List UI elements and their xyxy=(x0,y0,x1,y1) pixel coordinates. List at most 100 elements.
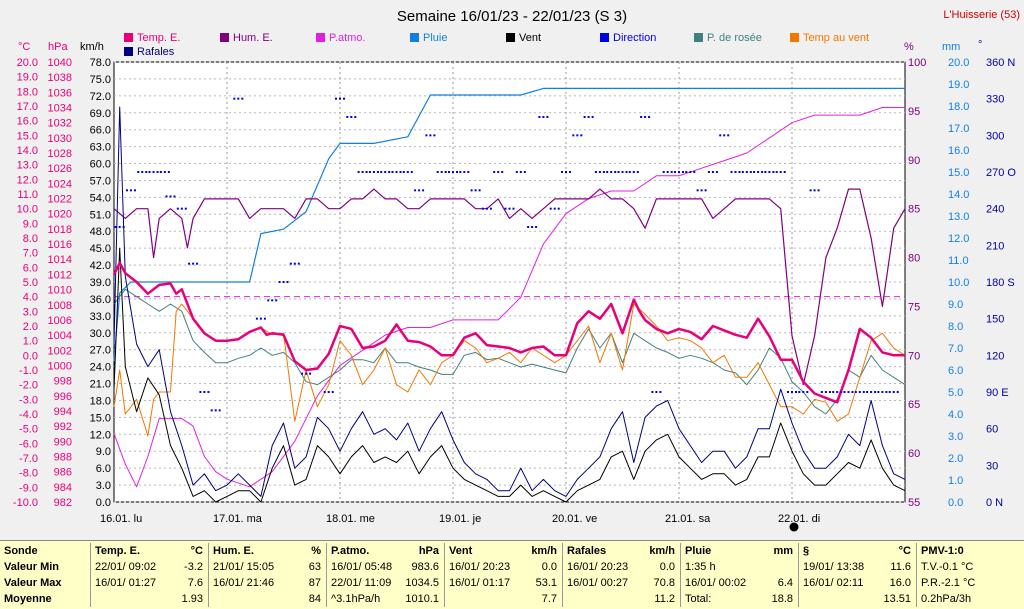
direction-point xyxy=(632,171,635,173)
direction-point xyxy=(203,391,206,393)
direction-point xyxy=(481,207,484,210)
direction-tick-label: 270 O xyxy=(986,167,1016,179)
rain-tick-label: 4.0 xyxy=(948,409,963,421)
direction-point xyxy=(542,116,545,118)
temp-tick-label: -6.0 xyxy=(19,438,38,450)
temp-tick-label: 5.0 xyxy=(23,277,38,289)
direction-point xyxy=(682,171,684,173)
direction-point xyxy=(346,116,349,118)
grid xyxy=(114,61,905,503)
direction-point xyxy=(210,409,213,412)
rain-tick-label: 10.0 xyxy=(948,277,969,289)
wind-tick-label: 6.0 xyxy=(96,463,111,475)
temp-tick-label: -9.0 xyxy=(19,482,38,494)
direction-point xyxy=(602,171,605,173)
direction-point xyxy=(137,171,140,173)
pressure-tick-label: 1002 xyxy=(48,345,72,357)
pressure-tick-label: 1032 xyxy=(48,118,72,130)
wind-tick-label: 0.0 xyxy=(96,497,111,509)
direction-point xyxy=(156,171,159,173)
direction-point xyxy=(259,317,262,320)
direction-point xyxy=(553,207,556,210)
wind-tick-label: 3.0 xyxy=(96,480,111,492)
legend-swatch xyxy=(790,33,799,42)
direction-point xyxy=(255,317,258,320)
press-min-time: 16/01/ 05:48 xyxy=(331,561,393,573)
pressure-tick-label: 1008 xyxy=(48,300,72,312)
direction-point xyxy=(557,207,560,210)
temp-title: Temp. E. xyxy=(95,545,141,557)
x-tick-label: 16.01. lu xyxy=(100,513,142,525)
direction-tick-label: 150 xyxy=(986,314,1004,326)
wind-max: 53.1 xyxy=(535,577,557,589)
legend-swatch xyxy=(316,33,325,42)
direction-point xyxy=(267,299,270,302)
direction-point xyxy=(594,171,597,173)
direction-axis: 360 N 330 300 270 O 240 210 180 S 150 120 90 E 60 3… xyxy=(986,57,1016,509)
row-label-avg: Moyenne xyxy=(4,593,52,605)
direction-tick-label: 120 xyxy=(986,350,1004,362)
direction-point xyxy=(118,226,121,228)
direction-point xyxy=(576,134,579,137)
direction-point xyxy=(331,391,334,393)
feel-avg: 13.51 xyxy=(883,593,911,605)
pressure-tick-label: 1038 xyxy=(48,72,72,84)
temp-tick-label: 13.0 xyxy=(17,160,38,172)
rain-tick-label: 14.0 xyxy=(948,189,969,201)
direction-point xyxy=(125,189,128,192)
x-tick-label: 21.01. sa xyxy=(665,513,711,525)
pressure-tick-label: 988 xyxy=(54,451,72,463)
direction-point xyxy=(866,391,869,393)
direction-point xyxy=(422,189,425,192)
direction-point xyxy=(738,171,741,173)
humidity-tick-label: 90 xyxy=(908,155,920,167)
direction-point xyxy=(809,189,812,192)
rain-tick-label: 18.0 xyxy=(948,101,969,113)
direction-tick-label: 300 xyxy=(986,130,1004,142)
pressure-axis: 1040 1038 1036 1034 1032 1030 1028 1026 1024 1022… xyxy=(48,57,72,509)
rain-tick-label: 3.0 xyxy=(948,431,963,443)
direction-point xyxy=(885,391,888,393)
direction-point xyxy=(233,97,236,100)
direction-point xyxy=(546,116,549,118)
direction-point xyxy=(795,391,797,393)
direction-point xyxy=(433,134,436,137)
wind-tick-label: 15.0 xyxy=(90,412,111,424)
direction-point xyxy=(354,116,357,118)
direction-point xyxy=(768,171,771,173)
direction-point xyxy=(380,171,383,173)
legend-label: Rafales xyxy=(137,46,175,58)
wind-tick-label: 33.0 xyxy=(90,311,111,323)
wind-unit: km/h xyxy=(531,545,557,557)
direction-point xyxy=(271,299,274,302)
press-min: 983.6 xyxy=(411,561,439,573)
pressure-tick-label: 1016 xyxy=(48,239,72,251)
gust-min: 0.0 xyxy=(659,561,675,573)
direction-point xyxy=(399,171,402,173)
humidity-tick-label: 100 xyxy=(908,57,926,69)
direction-point xyxy=(410,171,413,173)
direction-point xyxy=(659,391,662,393)
direction-point xyxy=(167,171,170,173)
direction-point xyxy=(478,189,481,192)
humidity-tick-label: 80 xyxy=(908,253,920,265)
direction-point xyxy=(305,372,308,375)
rain-total-label: Total: xyxy=(685,593,712,605)
pressure-tick-label: 1036 xyxy=(48,87,72,99)
wind-title: Vent xyxy=(449,545,473,557)
pressure-tick-label: 986 xyxy=(54,467,72,479)
temp-max-time: 16/01/ 01:27 xyxy=(95,577,157,589)
legend-label: P.atmo. xyxy=(329,32,366,44)
direction-point xyxy=(395,171,398,173)
direction-point xyxy=(278,281,281,283)
x-tick-label: 20.01. ve xyxy=(552,513,597,525)
direction-point xyxy=(440,171,443,173)
summary-temp: Temp. E. °C 22/01/ 09:02 -3.2 16/01/ 01:27… xyxy=(90,543,207,607)
temp-tick-label: -10.0 xyxy=(13,497,38,509)
direction-point xyxy=(114,226,117,228)
temp-tick-label: -4.0 xyxy=(19,409,38,421)
temp-tick-label: 8.0 xyxy=(23,233,38,245)
direction-point xyxy=(832,391,835,393)
temp-tick-label: 9.0 xyxy=(23,218,38,230)
temp-tick-label: 4.0 xyxy=(23,292,38,304)
